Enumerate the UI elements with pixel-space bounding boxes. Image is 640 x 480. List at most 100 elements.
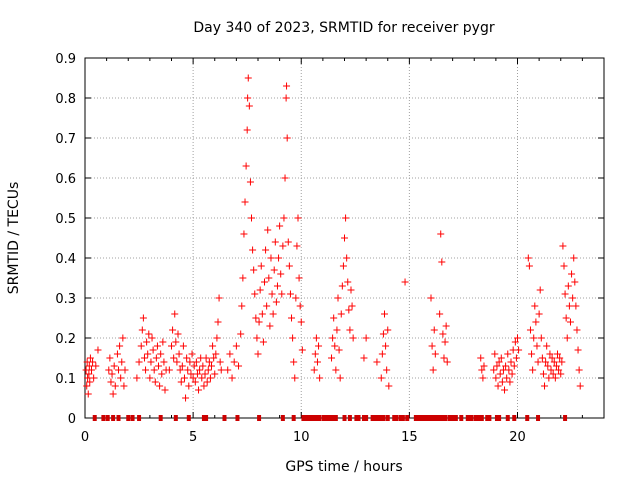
data-point <box>497 354 505 362</box>
data-point <box>190 362 198 370</box>
zero-marker <box>385 415 390 421</box>
data-point <box>310 366 318 374</box>
data-point <box>176 366 184 374</box>
data-point <box>255 318 263 326</box>
zero-marker <box>479 415 484 421</box>
data-point <box>208 362 216 370</box>
data-point <box>295 274 303 282</box>
data-point <box>84 390 92 398</box>
data-point <box>313 358 321 366</box>
data-point <box>538 354 546 362</box>
data-point <box>244 74 252 82</box>
data-point <box>271 238 279 246</box>
data-point <box>275 254 283 262</box>
data-point <box>524 254 532 262</box>
data-point <box>217 366 225 374</box>
zero-marker <box>137 415 142 421</box>
data-point <box>188 350 196 358</box>
data-point <box>537 334 545 342</box>
data-point <box>528 350 536 358</box>
data-point <box>250 266 258 274</box>
zero-marker <box>204 415 209 421</box>
data-point <box>149 346 157 354</box>
data-point <box>440 354 448 362</box>
zero-marker <box>325 415 330 421</box>
data-point <box>539 370 547 378</box>
zero-marker <box>413 415 418 421</box>
zero-marker <box>361 415 366 421</box>
data-point <box>550 358 558 366</box>
data-point <box>572 302 580 310</box>
data-point <box>385 382 393 390</box>
zero-marker <box>342 415 347 421</box>
data-point <box>292 294 300 302</box>
data-point <box>348 302 356 310</box>
data-point <box>170 354 178 362</box>
data-point <box>501 386 509 394</box>
data-point <box>178 362 186 370</box>
data-point <box>551 374 559 382</box>
data-point <box>203 378 211 386</box>
data-point <box>251 290 259 298</box>
data-point <box>573 326 581 334</box>
data-point <box>195 386 203 394</box>
data-point <box>330 314 338 322</box>
data-point <box>334 294 342 302</box>
data-point <box>345 306 353 314</box>
data-point <box>276 222 284 230</box>
data-point <box>442 322 450 330</box>
y-tick-label: 0.6 <box>55 172 76 187</box>
zero-marker <box>173 415 178 421</box>
zero-marker <box>525 415 530 421</box>
zero-marker <box>330 415 335 421</box>
data-point <box>563 334 571 342</box>
zero-marker <box>356 415 361 421</box>
data-point <box>273 282 281 290</box>
data-point <box>297 318 305 326</box>
zero-marker <box>379 415 384 421</box>
zero-marker <box>476 415 481 421</box>
zero-marker <box>370 415 375 421</box>
data-point <box>253 334 261 342</box>
zero-marker <box>465 415 470 421</box>
data-point <box>438 258 446 266</box>
data-point <box>90 374 98 382</box>
zero-marker <box>101 415 106 421</box>
zero-marker <box>372 415 377 421</box>
zero-marker <box>317 415 322 421</box>
data-point <box>211 370 219 378</box>
data-point <box>511 338 519 346</box>
data-point <box>249 246 257 254</box>
data-point <box>177 378 185 386</box>
data-point <box>160 358 168 366</box>
data-point <box>142 366 150 374</box>
data-point <box>503 374 511 382</box>
data-point <box>311 350 319 358</box>
data-point <box>312 334 320 342</box>
zero-marker <box>400 415 405 421</box>
data-point <box>427 294 435 302</box>
zero-marker <box>364 415 369 421</box>
data-point <box>165 366 173 374</box>
data-point <box>401 278 409 286</box>
data-point <box>534 358 542 366</box>
data-point <box>571 278 579 286</box>
data-point <box>153 342 161 350</box>
data-point <box>158 370 166 378</box>
zero-marker <box>186 415 191 421</box>
data-point <box>562 314 570 322</box>
data-point <box>237 330 245 338</box>
data-point <box>337 310 345 318</box>
data-point <box>328 354 336 362</box>
data-point <box>174 330 182 338</box>
data-point <box>504 350 512 358</box>
data-point <box>277 270 285 278</box>
data-point <box>280 214 288 222</box>
data-point <box>377 374 385 382</box>
zero-marker <box>347 415 352 421</box>
data-point <box>156 382 164 390</box>
data-point <box>282 94 290 102</box>
data-point <box>381 310 389 318</box>
zero-marker <box>304 415 309 421</box>
data-point <box>210 354 218 362</box>
